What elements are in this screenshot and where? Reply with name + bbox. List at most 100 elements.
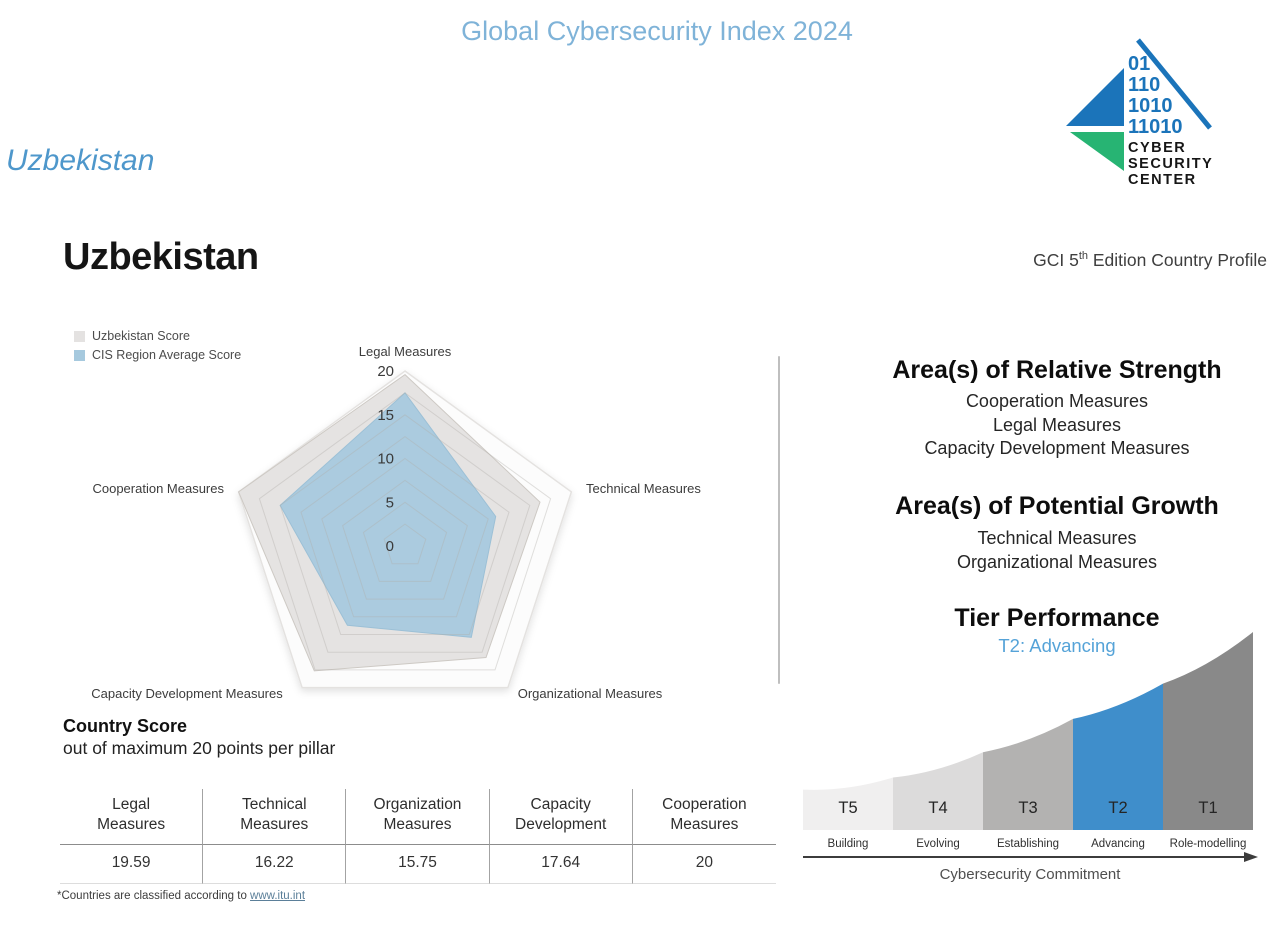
radar-axis-label: Legal Measures <box>359 344 452 359</box>
score-value: 15.75 <box>346 845 490 884</box>
logo-text-line: CYBER <box>1128 140 1186 156</box>
strength-item: Legal Measures <box>992 414 1122 435</box>
tier-segment-t3 <box>983 718 1073 830</box>
tier-segment-t5 <box>803 777 893 830</box>
radar-gridline <box>362 501 448 582</box>
tier-code-label: T1 <box>1198 799 1217 817</box>
score-header-line: Cooperation <box>662 796 747 813</box>
score-header-line: Measures <box>670 815 739 833</box>
country-tab-label: Uzbekistan <box>6 144 155 177</box>
score-value: 19.59 <box>60 845 204 884</box>
tier-name-label: Building <box>828 838 869 850</box>
growth-item: Organizational Measures <box>956 551 1158 572</box>
legend-item: Uzbekistan Score <box>74 329 241 343</box>
logo-blue-triangle-icon <box>1066 68 1124 126</box>
logo-binary-row: 110 <box>1128 74 1160 96</box>
radar-legend: Uzbekistan Score CIS Region Average Score <box>74 329 241 367</box>
country-score-table: Legal Measures Technical Measures Organizati… <box>60 789 776 884</box>
tier-name-label: Role-modelling <box>1170 838 1247 850</box>
relative-strength-title: Area(s) of Relative Strength <box>892 356 1222 384</box>
legend-label: Uzbekistan Score <box>92 329 190 343</box>
radar-gridline <box>258 392 552 671</box>
score-header-line: Legal <box>112 796 151 813</box>
itu-link[interactable]: www.itu.int <box>250 890 306 902</box>
legend-swatch-icon <box>74 349 85 361</box>
score-header-line: Organization <box>373 796 462 813</box>
radar-chart: 0 5 10 15 20 Legal Measures Technical Measures… <box>0 330 780 727</box>
score-header-line: Measures <box>240 815 309 833</box>
commitment-axis-label: Cybersecurity Commitment <box>940 866 1122 883</box>
score-value: 20 <box>632 845 776 884</box>
tier-performance-current: T2: Advancing <box>998 635 1116 656</box>
radar-series-cis-average <box>279 392 497 638</box>
tier-performance-title: Tier Performance <box>954 604 1160 632</box>
radar-tick-label: 10 <box>377 451 394 468</box>
tier-name-label: Advancing <box>1091 838 1145 850</box>
score-header-line: Measures <box>383 815 452 833</box>
legend-label: CIS Region Average Score <box>92 348 242 362</box>
edition-prefix: GCI 5 <box>1033 250 1079 270</box>
country-score-title: Country Score <box>63 716 188 736</box>
growth-item: Technical Measures <box>977 528 1137 548</box>
country-heading: Uzbekistan <box>63 236 259 278</box>
tier-code-label: T5 <box>838 799 857 817</box>
score-header-line: Measures <box>97 815 166 833</box>
tier-code-label: T4 <box>928 799 947 817</box>
radar-axis-label: Organizational Measures <box>518 686 663 701</box>
score-column-header: Organization Measures <box>346 789 490 845</box>
strength-item: Cooperation Measures <box>965 391 1149 411</box>
logo-diagonal-edge <box>1136 38 1212 130</box>
radar-gridline <box>342 479 468 600</box>
tier-chart: T5 Building T4 Evolving T3 Establishing T2 Adva… <box>800 623 1262 893</box>
edition-superscript: th <box>1078 250 1089 263</box>
footnote-text: *Countries are classified according to <box>57 890 251 902</box>
potential-growth-title: Area(s) of Potential Growth <box>895 492 1219 520</box>
score-column-header: Cooperation Measures <box>632 789 776 845</box>
radar-gridline <box>321 457 489 618</box>
strength-item: Capacity Development Measures <box>924 438 1190 458</box>
legend-item: CIS Region Average Score <box>74 348 241 362</box>
logo-binary-row: 1010 <box>1128 95 1173 117</box>
tier-segment-t2 <box>1073 683 1163 830</box>
edition-suffix: Edition Country Profile <box>1088 250 1267 270</box>
commitment-arrow-head-icon <box>1244 852 1258 862</box>
radar-gridline <box>279 414 531 653</box>
score-column-header: Legal Measures <box>60 789 204 845</box>
tier-name-label: Evolving <box>916 838 959 850</box>
cyber-security-center-logo: 01 110 1010 11010 CYBER SECURITY CENTER <box>1066 38 1213 188</box>
score-column-header: Technical Measures <box>203 789 347 845</box>
country-score-subtitle: out of maximum 20 points per pillar <box>63 738 336 758</box>
edition-label: GCI 5th Edition Country Profile <box>1033 250 1267 271</box>
logo-binary-row: 11010 <box>1128 116 1183 138</box>
score-value: 17.64 <box>489 845 633 884</box>
potential-growth-list: Technical Measures Organizational Measure… <box>837 527 1277 574</box>
logo-text-line: CENTER <box>1128 172 1197 188</box>
radar-axis-label: Cooperation Measures <box>92 481 224 496</box>
radar-tick-label: 20 <box>377 363 394 380</box>
radar-axis-label: Technical Measures <box>586 481 701 496</box>
tier-name-label: Establishing <box>997 838 1059 850</box>
tier-segment-t4 <box>893 752 983 830</box>
section-divider <box>778 356 780 684</box>
score-header-line: Technical <box>241 796 307 813</box>
logo-binary-row: 01 <box>1128 53 1150 75</box>
score-header-line: Development <box>515 815 607 833</box>
radar-gridline <box>383 523 427 565</box>
radar-tick-label: 5 <box>386 494 394 511</box>
tier-code-label: T2 <box>1108 799 1127 817</box>
score-column-header: Capacity Development <box>489 789 633 845</box>
logo-text-line: SECURITY <box>1128 156 1213 172</box>
relative-strength-list: Cooperation Measures Legal Measures Capaci… <box>837 390 1277 461</box>
radar-gridline <box>300 435 510 635</box>
radar-axis-label: Capacity Development Measures <box>91 686 283 701</box>
radar-tick-label: 15 <box>377 407 394 424</box>
page-title: Global Cybersecurity Index 2024 <box>461 16 853 46</box>
tier-segment-t1 <box>1163 632 1253 830</box>
score-header-line: Capacity <box>530 796 591 813</box>
radar-tick-label: 0 <box>386 538 394 555</box>
footnote: *Countries are classified according to w… <box>57 890 305 902</box>
legend-swatch-icon <box>74 330 85 342</box>
tier-code-label: T3 <box>1018 799 1037 817</box>
logo-green-triangle-icon <box>1070 132 1124 171</box>
